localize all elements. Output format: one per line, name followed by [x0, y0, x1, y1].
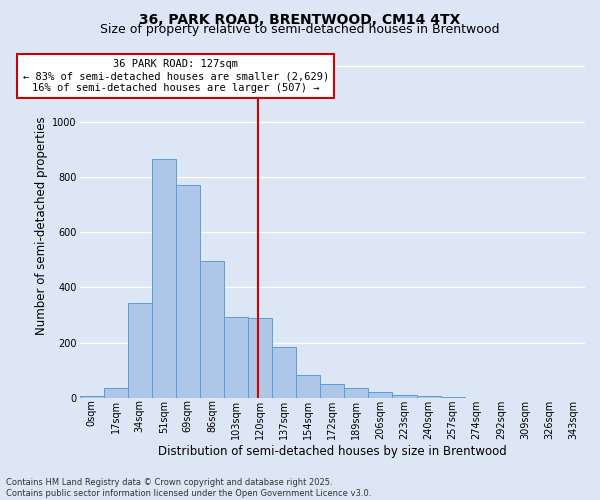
Bar	[80, 396, 104, 398]
Bar	[344, 388, 368, 398]
Text: Size of property relative to semi-detached houses in Brentwood: Size of property relative to semi-detach…	[100, 24, 500, 36]
Bar	[152, 159, 176, 398]
Bar	[416, 396, 440, 398]
Y-axis label: Number of semi-detached properties: Number of semi-detached properties	[35, 116, 48, 334]
Bar	[224, 316, 248, 398]
X-axis label: Distribution of semi-detached houses by size in Brentwood: Distribution of semi-detached houses by …	[158, 444, 506, 458]
Bar	[440, 397, 464, 398]
Bar	[392, 396, 416, 398]
Bar	[104, 388, 128, 398]
Bar	[368, 392, 392, 398]
Bar	[248, 318, 272, 398]
Bar	[176, 185, 200, 398]
Bar	[200, 261, 224, 398]
Bar	[296, 374, 320, 398]
Bar	[128, 302, 152, 398]
Text: Contains HM Land Registry data © Crown copyright and database right 2025.
Contai: Contains HM Land Registry data © Crown c…	[6, 478, 371, 498]
Bar	[272, 347, 296, 398]
Text: 36 PARK ROAD: 127sqm
← 83% of semi-detached houses are smaller (2,629)
16% of se: 36 PARK ROAD: 127sqm ← 83% of semi-detac…	[23, 60, 329, 92]
Bar	[320, 384, 344, 398]
Text: 36, PARK ROAD, BRENTWOOD, CM14 4TX: 36, PARK ROAD, BRENTWOOD, CM14 4TX	[139, 12, 461, 26]
